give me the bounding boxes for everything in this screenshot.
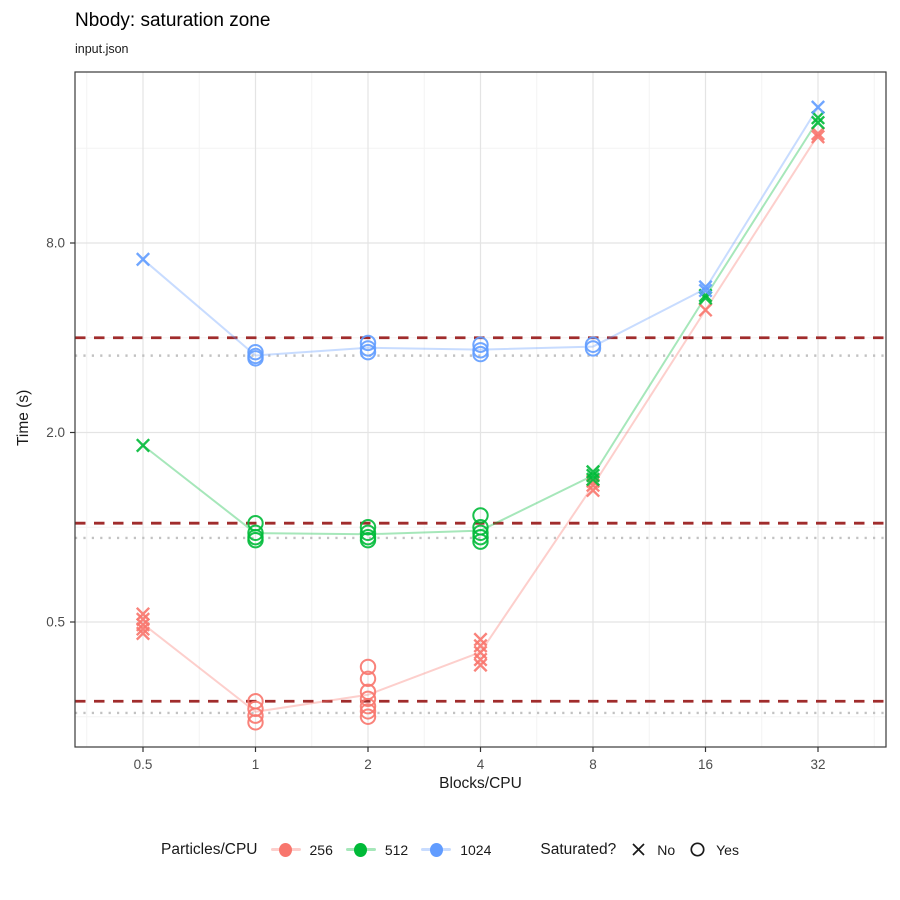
point-circle-512 <box>472 528 489 546</box>
key-dot-1024 <box>429 842 443 857</box>
legend-item-no: No <box>629 840 675 859</box>
point-circle-256 <box>247 714 264 731</box>
legend-label-1024: 1024 <box>460 841 492 858</box>
point-x-256 <box>810 129 826 144</box>
legend-label-yes: Yes <box>716 841 739 858</box>
point-circle-256 <box>359 703 377 720</box>
point-x-512 <box>810 110 826 125</box>
x-tick-label: 2 <box>364 757 372 772</box>
point-x-512 <box>585 468 601 483</box>
point-x-1024 <box>810 100 826 115</box>
point-circle-1024 <box>472 336 489 353</box>
point-circle-512 <box>247 524 264 542</box>
point-circle-1024 <box>584 340 602 357</box>
circle-marker-icon <box>690 842 705 857</box>
point-x-512 <box>810 115 826 130</box>
point-x-1024 <box>135 252 151 267</box>
point-circle-512 <box>472 533 489 550</box>
point-x-256 <box>135 626 151 641</box>
legend-item-yes: Yes <box>688 840 739 859</box>
point-circle-512 <box>472 524 489 542</box>
y-tick-label: 0.5 <box>46 615 65 630</box>
point-circle-512 <box>247 531 264 549</box>
point-circle-512 <box>359 531 377 549</box>
point-x-256 <box>135 606 151 622</box>
plot-panel: 0.5 1 2 4 8 16 32 8.0 2.0 0.5 <box>46 71 887 773</box>
x-tick-label: 8 <box>589 757 597 772</box>
legend-item-512: 512 <box>345 841 409 859</box>
point-x-256 <box>585 483 601 498</box>
gridlines <box>75 72 886 747</box>
x-tick-label: 16 <box>698 757 713 772</box>
series-key-icon <box>345 841 376 859</box>
point-x-1024 <box>698 283 713 298</box>
x-tick-label: 0.5 <box>134 757 153 772</box>
chart-subtitle: input.json <box>75 42 129 56</box>
key-dot-256 <box>279 842 292 857</box>
point-circle-256 <box>359 698 377 715</box>
x-tick-label: 32 <box>810 757 825 772</box>
point-x-256 <box>810 126 826 141</box>
point-x-1024 <box>698 279 713 295</box>
series-key-icon <box>421 841 452 859</box>
point-circle-1024 <box>247 350 264 367</box>
point-circle-512 <box>359 524 377 542</box>
key-dot-512 <box>354 842 368 857</box>
x-axis-title: Blocks/CPU <box>439 775 522 792</box>
point-circle-512 <box>472 507 489 524</box>
point-x-256 <box>473 657 488 673</box>
legend-item-1024: 1024 <box>421 841 491 859</box>
legend-label-no: No <box>657 841 676 858</box>
point-circle-1024 <box>359 334 377 352</box>
point-x-512 <box>135 438 151 453</box>
legend-label-512: 512 <box>384 841 409 858</box>
x-tick-label: 4 <box>477 757 485 772</box>
point-x-256 <box>698 302 713 318</box>
x-tick-label: 1 <box>252 757 260 772</box>
series-key-icon <box>270 841 301 859</box>
legend: Particles/CPU 256 512 1024 Saturated? <box>0 840 900 859</box>
y-tick-label: 8.0 <box>46 236 65 251</box>
point-x-256 <box>135 621 151 637</box>
point-x-512 <box>585 472 601 487</box>
series-line-1024 <box>142 106 819 357</box>
point-circle-256 <box>359 690 377 708</box>
point-circle-256 <box>247 707 264 724</box>
point-circle-256 <box>359 658 377 676</box>
legend-saturated-title: Saturated? <box>540 840 617 858</box>
point-circle-1024 <box>359 343 377 361</box>
point-x-256 <box>473 652 488 667</box>
y-tick-label: 2.0 <box>46 425 65 440</box>
point-circle-512 <box>359 519 377 536</box>
axes: 0.5 1 2 4 8 16 32 8.0 2.0 0.5 <box>46 236 825 773</box>
legend-label-256: 256 <box>309 841 333 858</box>
legend-series-title: Particles/CPU <box>161 840 258 858</box>
chart-title: Nbody: saturation zone <box>75 10 271 31</box>
x-marker-icon <box>632 843 645 856</box>
y-axis-title: Time (s) <box>15 389 32 446</box>
legend-item-256: 256 <box>270 841 333 859</box>
point-circle-256 <box>359 670 377 687</box>
point-x-256 <box>473 632 488 647</box>
point-circle-256 <box>359 708 377 725</box>
data-points <box>135 100 826 731</box>
point-circle-1024 <box>472 345 489 363</box>
